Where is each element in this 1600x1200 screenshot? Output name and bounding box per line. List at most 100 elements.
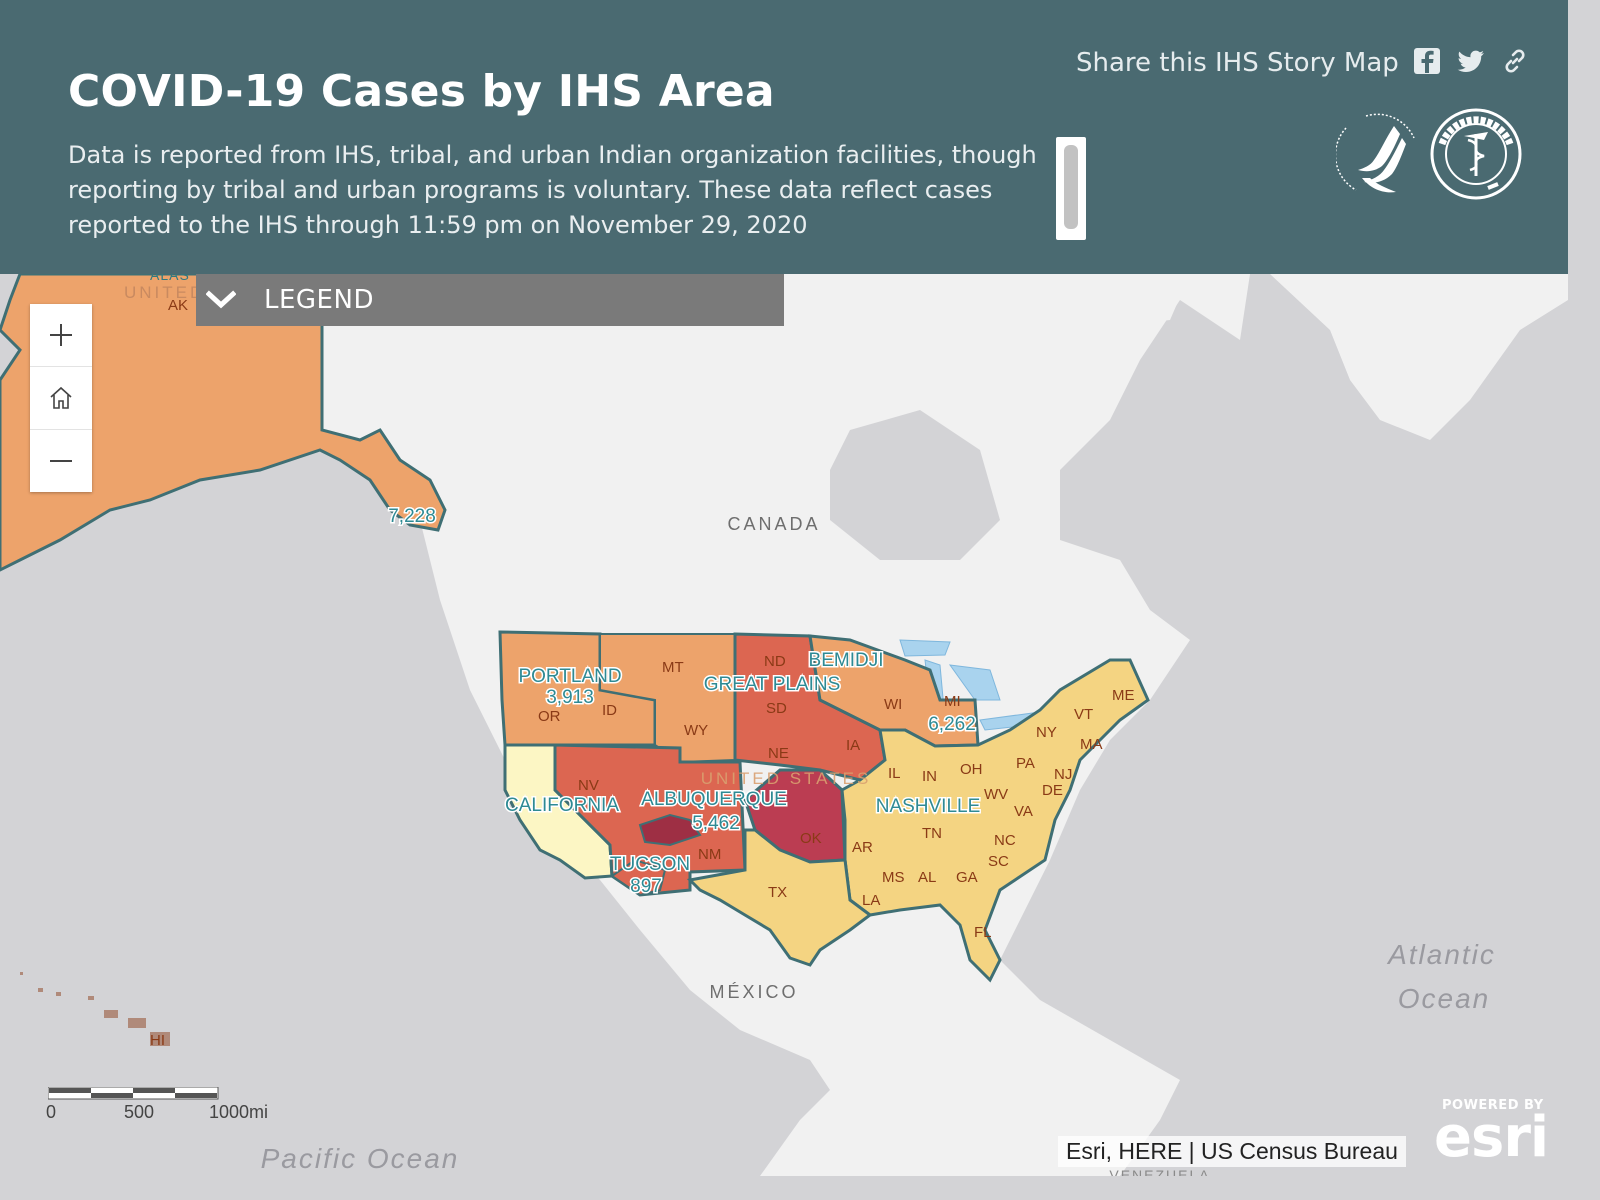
scale-label-500: 500 xyxy=(124,1102,155,1122)
state-label: IL xyxy=(888,765,901,782)
esri-powered-by: POWERED BY xyxy=(1442,1098,1544,1113)
state-label: AL xyxy=(918,869,936,886)
area-label-portland: PORTLAND xyxy=(518,666,621,687)
state-label: WI xyxy=(884,696,902,713)
area-label-great-plains: GREAT PLAINS xyxy=(704,674,841,695)
area-labels: PORTLAND 3,913 CALIFORNIA ALBUQUERQUE 5,… xyxy=(387,505,982,899)
state-label: OR xyxy=(538,708,561,725)
state-label: OK xyxy=(800,830,822,847)
area-cases-bemidji: 6,262 xyxy=(928,714,976,735)
state-labels: AK MT ND OR ID WY SD NE IA WI MI NY VT M… xyxy=(150,297,1135,1049)
legend-toggle[interactable]: LEGEND xyxy=(196,274,784,326)
state-label: ND xyxy=(764,653,786,670)
page-title: COVID-19 Cases by IHS Area xyxy=(68,66,775,117)
area-label-nashville: NASHVILLE xyxy=(876,796,981,817)
label-united-ak: UNITED xyxy=(124,283,205,302)
home-icon xyxy=(50,386,72,409)
state-label: MS xyxy=(882,869,905,886)
share-label: Share this IHS Story Map xyxy=(1076,48,1399,78)
description-scrollbar[interactable] xyxy=(1056,137,1086,240)
texas-area[interactable] xyxy=(686,828,873,967)
state-label: LA xyxy=(862,892,880,909)
navajo-area[interactable] xyxy=(638,813,702,847)
state-label: NE xyxy=(768,745,789,762)
label-atlantic-1: Atlantic xyxy=(1386,939,1496,970)
scale-label-0: 0 xyxy=(46,1102,57,1122)
ihs-seal-icon xyxy=(1428,104,1524,208)
chevron-down-icon xyxy=(196,290,246,310)
area-cases-albuquerque: 5,462 xyxy=(692,813,740,834)
area-label-california: CALIFORNIA xyxy=(505,795,619,816)
area-cases-alaska: 7,228 xyxy=(388,506,436,527)
map-attribution[interactable]: Esri, HERE | US Census Bureau xyxy=(1058,1136,1406,1167)
page-description: Data is reported from IHS, tribal, and u… xyxy=(68,141,1037,239)
state-label: OH xyxy=(960,761,983,778)
state-label: PA xyxy=(1016,755,1035,772)
greenland-land xyxy=(1270,274,1568,440)
zoom-out-button[interactable] xyxy=(30,430,92,492)
hawaii-islands xyxy=(20,972,170,1046)
area-label-albuquerque: ALBUQUERQUE xyxy=(641,789,787,810)
state-label: NJ xyxy=(1054,766,1072,783)
share-icons xyxy=(1412,46,1530,76)
zoom-in-button[interactable] xyxy=(30,304,92,367)
state-label: MA xyxy=(1080,736,1103,753)
esri-logo[interactable]: POWERED BY esri xyxy=(1434,1098,1549,1170)
caribbean-islands xyxy=(960,1020,1120,1062)
esri-brand: esri xyxy=(1434,1105,1549,1170)
state-label: AK xyxy=(168,297,188,314)
scale-bar xyxy=(47,1086,220,1105)
label-canada: CANADA xyxy=(727,514,820,534)
state-label: TN xyxy=(922,825,942,842)
area-cases-tucson: 897 xyxy=(630,876,662,897)
facebook-icon[interactable] xyxy=(1412,46,1442,76)
label-atlantic-2: Ocean xyxy=(1398,983,1491,1014)
state-label: TX xyxy=(768,884,787,901)
state-label: NC xyxy=(994,832,1016,849)
state-label: WY xyxy=(684,722,708,739)
label-venezuela: VENEZUELA xyxy=(1109,1167,1210,1176)
bemidji-area[interactable] xyxy=(808,634,980,748)
state-label: HI xyxy=(150,1032,165,1049)
area-label-tucson: TUCSON xyxy=(610,854,690,875)
legend-label: LEGEND xyxy=(264,285,374,315)
state-label: AR xyxy=(852,839,873,856)
state-label: GA xyxy=(956,869,978,886)
state-label: ID xyxy=(602,702,617,719)
state-label: VA xyxy=(1014,803,1033,820)
label-united-states: UNITED STATES xyxy=(701,769,872,788)
state-label: ME xyxy=(1112,687,1135,704)
area-cases-portland: 3,913 xyxy=(546,687,594,708)
link-icon[interactable] xyxy=(1500,46,1530,76)
state-label: DE xyxy=(1042,782,1063,799)
scale-label-1000: 1000mi xyxy=(209,1102,269,1122)
label-pacific: Pacific Ocean xyxy=(261,1143,460,1174)
label-mexico: MÉXICO xyxy=(709,982,798,1002)
plus-icon xyxy=(50,324,72,346)
state-label: FL xyxy=(974,924,992,941)
state-label: MI xyxy=(944,693,961,710)
minus-icon xyxy=(50,460,72,462)
home-button[interactable] xyxy=(30,367,92,430)
state-label: WV xyxy=(984,786,1008,803)
state-label: VT xyxy=(1074,706,1093,723)
area-label-bemidji: BEMIDJI xyxy=(809,650,884,671)
arctic-islands-land xyxy=(700,274,1190,380)
state-label: NV xyxy=(578,777,599,794)
hhs-seal-icon xyxy=(1334,108,1420,208)
scrollbar-thumb[interactable] xyxy=(1064,145,1078,229)
tucson-area[interactable] xyxy=(610,858,667,897)
state-label: SC xyxy=(988,853,1009,870)
state-label: NY xyxy=(1036,724,1057,741)
state-label: MT xyxy=(662,659,684,676)
state-label: SD xyxy=(766,700,787,717)
zoom-control xyxy=(30,304,92,492)
alaska-area[interactable] xyxy=(0,272,447,572)
header-bar: COVID-19 Cases by IHS Area Data is repor… xyxy=(0,0,1568,274)
state-label: IA xyxy=(846,737,860,754)
state-label: NM xyxy=(698,846,721,863)
state-label: IN xyxy=(922,768,937,785)
hudson-bay xyxy=(830,410,1000,560)
twitter-icon[interactable] xyxy=(1456,46,1486,76)
nashville-area[interactable] xyxy=(840,658,1150,983)
